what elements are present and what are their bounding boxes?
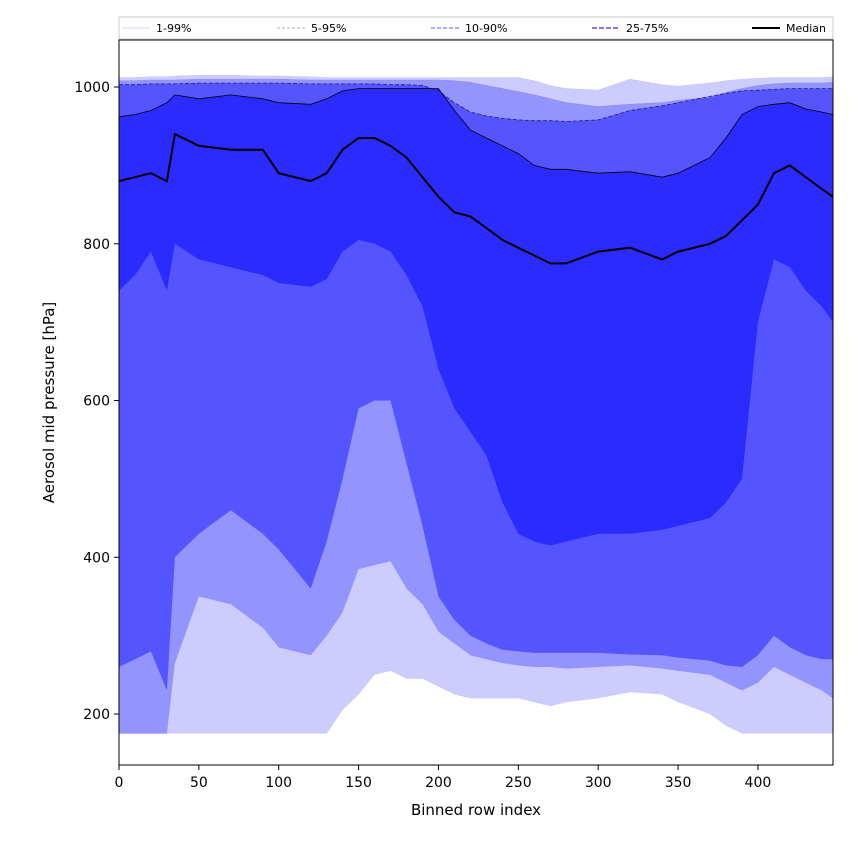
plot-area (118, 75, 834, 734)
band-1-99-upper-line (119, 75, 834, 91)
x-tick-label: 150 (345, 775, 372, 791)
band-5-95-upper-line (119, 78, 834, 107)
plot-frame (118, 39, 834, 766)
x-axis-ticks: 0 50 100 150 200 250 300 350 400 (115, 765, 772, 791)
legend-label: 25-75% (626, 22, 668, 35)
y-tick-label: 600 (83, 394, 110, 410)
band-10-90-upper-line (119, 82, 833, 122)
legend-label: 5-95% (311, 22, 346, 35)
x-tick-label: 200 (425, 775, 452, 791)
band-25-75-upper-line (118, 88, 834, 178)
x-tick-label: 250 (505, 775, 532, 791)
x-tick-label: 400 (745, 775, 772, 791)
x-tick-label: 100 (265, 775, 292, 791)
x-tick-label: 300 (585, 775, 612, 791)
x-axis-title: Binned row index (411, 801, 541, 819)
median-line (118, 132, 834, 265)
y-tick-label: 200 (83, 707, 110, 723)
y-tick-label: 400 (83, 550, 110, 566)
x-tick-label: 0 (115, 775, 124, 791)
legend-label: 1-99% (156, 22, 191, 35)
band-25-75-area (119, 88, 833, 546)
legend-label: 10-90% (465, 22, 507, 35)
legend: 1-99% 5-95% 10-90% 25-75% Median (118, 16, 834, 40)
y-axis-title: Aerosol mid pressure [hPa] (40, 302, 58, 504)
y-tick-label: 800 (83, 237, 110, 253)
x-tick-label: 350 (665, 775, 692, 791)
x-tick-label: 50 (190, 775, 208, 791)
legend-box (118, 16, 834, 40)
y-axis-ticks: 200 400 600 800 1000 (74, 80, 119, 723)
y-tick-label: 1000 (74, 80, 110, 96)
legend-label: Median (786, 22, 826, 35)
